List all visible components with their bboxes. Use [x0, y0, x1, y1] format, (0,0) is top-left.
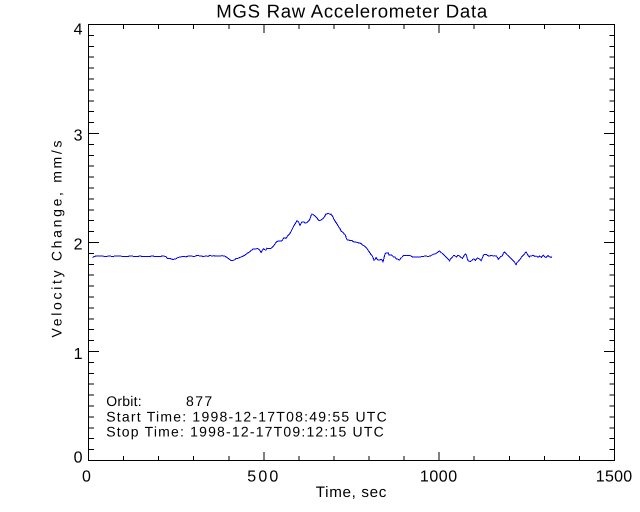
svg-text:4: 4 — [74, 21, 83, 38]
svg-text:Start Time: 1998-12-17T08:49:5: Start Time: 1998-12-17T08:49:55 UTC — [106, 408, 387, 424]
svg-text:0: 0 — [74, 449, 83, 466]
svg-text:1500: 1500 — [596, 469, 632, 486]
svg-text:877: 877 — [186, 393, 212, 409]
svg-text:1: 1 — [74, 346, 83, 363]
svg-text:500: 500 — [247, 469, 278, 486]
svg-text:Time, sec: Time, sec — [316, 484, 387, 501]
svg-text:Stop Time: 1998-12-17T09:12:15: Stop Time: 1998-12-17T09:12:15 UTC — [106, 424, 384, 440]
svg-text:MGS Raw Accelerometer Data: MGS Raw Accelerometer Data — [216, 0, 488, 21]
svg-text:1000: 1000 — [420, 469, 457, 486]
svg-text:2: 2 — [74, 237, 83, 254]
svg-text:3: 3 — [74, 127, 83, 144]
svg-text:0: 0 — [82, 469, 91, 486]
svg-text:Orbit:: Orbit: — [106, 393, 142, 409]
